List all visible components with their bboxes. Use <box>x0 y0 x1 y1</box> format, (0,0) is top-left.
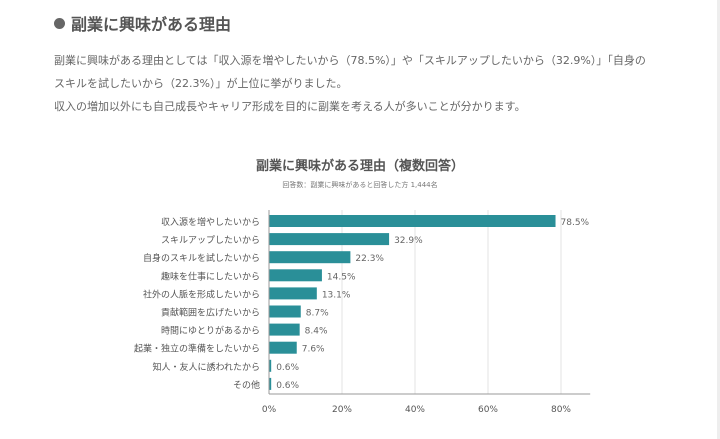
section-heading: 副業に興味がある理由 <box>54 11 231 35</box>
x-tick-label: 60% <box>478 405 498 415</box>
x-tick-label: 40% <box>405 405 425 415</box>
section-title: 副業に興味がある理由 <box>71 15 232 34</box>
category-label: 起業・独立の準備をしたいから <box>134 343 260 355</box>
value-label: 78.5% <box>561 218 590 228</box>
value-label: 13.1% <box>322 290 351 300</box>
bar <box>269 215 556 227</box>
category-label: 収入源を増やしたいから <box>161 216 260 228</box>
bar <box>269 359 272 372</box>
bar <box>269 323 300 336</box>
category-label: 社外の人脈を形成したいから <box>143 288 260 300</box>
bar <box>269 341 297 354</box>
bar <box>269 233 390 246</box>
value-label: 14.5% <box>327 272 356 282</box>
category-label: その他 <box>233 379 260 391</box>
page-edge <box>717 0 720 439</box>
value-label: 32.9% <box>394 236 423 246</box>
description-line-1: 副業に興味がある理由としては「収入源を増やしたいから（78.5%）」や「スキルア… <box>54 54 646 67</box>
chart-subtitle: 回答数：副業に興味があると回答した方 1,444名 <box>282 181 438 189</box>
bar <box>269 377 272 390</box>
value-label: 8.4% <box>305 327 328 337</box>
x-tick-label: 0% <box>262 405 277 415</box>
category-label: 自身のスキルを試したいから <box>143 252 260 264</box>
bar <box>269 305 301 318</box>
value-label: 7.6% <box>302 345 325 355</box>
x-tick-label: 20% <box>332 405 352 415</box>
chart-title: 副業に興味がある理由（複数回答） <box>255 159 464 174</box>
description-line-3: 収入の増加以外にも自己成長やキャリア形成を目的に副業を考える人が多いことが分かり… <box>54 100 526 113</box>
value-label: 22.3% <box>355 254 384 264</box>
bar <box>269 287 317 300</box>
description: 副業に興味がある理由としては「収入源を増やしたいから（78.5%）」や「スキルア… <box>54 49 674 118</box>
value-label: 8.7% <box>306 309 329 319</box>
category-label: 知人・友人に誘われたから <box>152 361 260 373</box>
value-label: 0.6% <box>276 381 299 391</box>
bullet-dot-icon <box>54 17 65 29</box>
category-label: 貢献範囲を広げたいから <box>161 307 260 319</box>
bar <box>269 251 351 264</box>
bar <box>269 269 322 282</box>
description-line-2: スキルを試したいから（22.3%）」が上位に挙がりました。 <box>54 77 348 90</box>
category-label: スキルアップしたいから <box>161 235 260 246</box>
value-label: 0.6% <box>276 363 299 373</box>
x-tick-label: 80% <box>551 405 571 415</box>
category-label: 趣味を仕事にしたいから <box>161 270 260 282</box>
category-label: 時間にゆとりがあるから <box>161 325 260 337</box>
